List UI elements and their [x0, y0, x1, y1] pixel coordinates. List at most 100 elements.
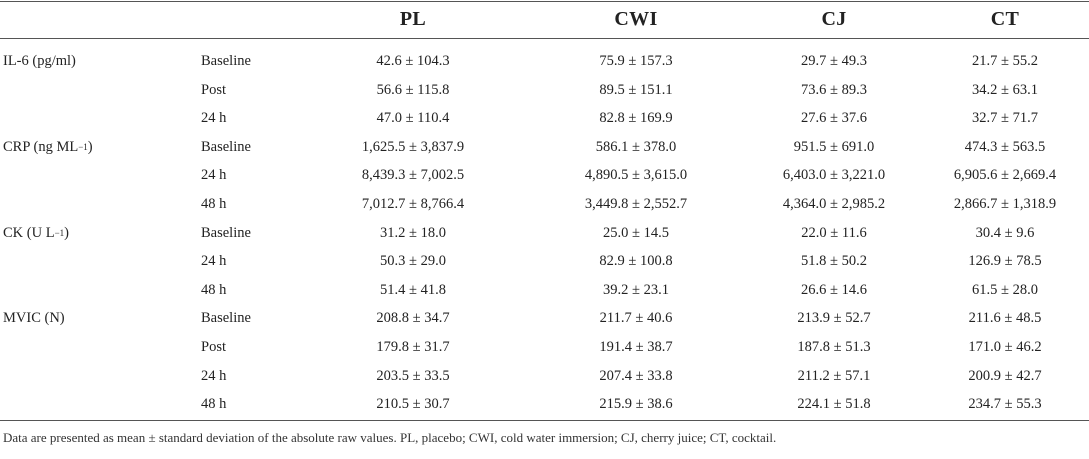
- value-cell-pl: 31.2 ± 18.0: [380, 224, 446, 241]
- table-row: CRP (ng ML −1) Baseline 1,625.5 ± 3,837.9 58…: [0, 133, 1089, 161]
- value-cell-pl: 208.8 ± 34.7: [376, 309, 450, 326]
- value-cell-ct: 2,866.7 ± 1,318.9: [953, 195, 1057, 212]
- row-measure-label: CK (U L −1): [3, 224, 69, 241]
- value-cell-ct: 126.9 ± 78.5: [968, 252, 1042, 269]
- value-cell-cwi: 215.9 ± 38.6: [599, 395, 673, 412]
- row-measure-label: [3, 190, 193, 218]
- value-cell-ct: 30.4 ± 9.6: [975, 224, 1035, 241]
- value-cell-cj: 4,364.0 ± 2,985.2: [782, 195, 886, 212]
- value-cell-ct: 171.0 ± 46.2: [968, 338, 1042, 355]
- value-cell-pl: 56.6 ± 115.8: [376, 81, 450, 98]
- row-measure-label: [3, 104, 193, 132]
- value-cell-cwi: 211.7 ± 40.6: [599, 309, 673, 326]
- value-cell-ct: 6,905.6 ± 2,669.4: [953, 166, 1057, 183]
- table-row: 48 h 210.5 ± 30.7 215.9 ± 38.6 224.1 ± 51.8…: [0, 390, 1089, 418]
- row-measure-label: [3, 362, 193, 390]
- row-timepoint-label: 24 h: [201, 166, 227, 183]
- value-cell-cj: 187.8 ± 51.3: [797, 338, 871, 355]
- row-timepoint-label: Baseline: [201, 52, 251, 69]
- row-timepoint-label: 24 h: [201, 367, 227, 384]
- row-timepoint-label: Post: [201, 81, 226, 98]
- table-row: Post 179.8 ± 31.7 191.4 ± 38.7 187.8 ± 51.3…: [0, 333, 1089, 361]
- value-cell-cwi: 25.0 ± 14.5: [603, 224, 669, 241]
- value-cell-cj: 27.6 ± 37.6: [801, 109, 867, 126]
- value-cell-pl: 203.5 ± 33.5: [376, 367, 450, 384]
- value-cell-cj: 6,403.0 ± 3,221.0: [782, 166, 886, 183]
- row-measure-label: IL-6 (pg/ml): [3, 52, 76, 69]
- row-measure-label: [3, 390, 193, 418]
- value-cell-ct: 32.7 ± 71.7: [972, 109, 1038, 126]
- row-measure-label: [3, 161, 193, 189]
- value-cell-pl: 47.0 ± 110.4: [376, 109, 450, 126]
- row-measure-label: [3, 276, 193, 304]
- value-cell-cj: 213.9 ± 52.7: [797, 309, 871, 326]
- column-header-ct: CT: [990, 7, 1020, 30]
- table-row: 24 h 50.3 ± 29.0 82.9 ± 100.8 51.8 ± 50.2 12…: [0, 247, 1089, 275]
- table-bottom-rule: [0, 420, 1089, 421]
- column-header-cwi: CWI: [614, 7, 658, 30]
- row-measure-label: [3, 247, 193, 275]
- value-cell-pl: 50.3 ± 29.0: [380, 252, 446, 269]
- value-cell-pl: 1,625.5 ± 3,837.9: [361, 138, 465, 155]
- value-cell-ct: 474.3 ± 563.5: [964, 138, 1046, 155]
- table-row: 48 h 51.4 ± 41.8 39.2 ± 23.1 26.6 ± 14.6 61.…: [0, 276, 1089, 304]
- header-rule: [0, 38, 1089, 39]
- value-cell-ct: 61.5 ± 28.0: [972, 281, 1038, 298]
- value-cell-cj: 211.2 ± 57.1: [797, 367, 871, 384]
- value-cell-ct: 21.7 ± 55.2: [972, 52, 1038, 69]
- row-timepoint-label: Post: [201, 338, 226, 355]
- row-timepoint-label: 48 h: [201, 281, 227, 298]
- row-measure-label: [3, 76, 193, 104]
- value-cell-cj: 26.6 ± 14.6: [801, 281, 867, 298]
- row-timepoint-label: 48 h: [201, 195, 227, 212]
- column-header-cj: CJ: [821, 7, 847, 30]
- value-cell-pl: 42.6 ± 104.3: [376, 52, 450, 69]
- value-cell-pl: 179.8 ± 31.7: [376, 338, 450, 355]
- row-timepoint-label: Baseline: [201, 309, 251, 326]
- row-measure-label: MVIC (N): [3, 309, 65, 326]
- value-cell-cwi: 4,890.5 ± 3,615.0: [584, 166, 688, 183]
- table-row: 48 h 7,012.7 ± 8,766.4 3,449.8 ± 2,552.7 4,…: [0, 190, 1089, 218]
- value-cell-pl: 210.5 ± 30.7: [376, 395, 450, 412]
- value-cell-ct: 34.2 ± 63.1: [972, 81, 1038, 98]
- value-cell-cwi: 3,449.8 ± 2,552.7: [584, 195, 688, 212]
- column-header-pl: PL: [399, 7, 427, 30]
- value-cell-ct: 200.9 ± 42.7: [968, 367, 1042, 384]
- value-cell-cwi: 82.9 ± 100.8: [599, 252, 673, 269]
- value-cell-cwi: 89.5 ± 151.1: [599, 81, 673, 98]
- table-row: CK (U L −1) Baseline 31.2 ± 18.0 25.0 ± 14.5…: [0, 219, 1089, 247]
- value-cell-cj: 22.0 ± 11.6: [801, 224, 867, 241]
- row-timepoint-label: Baseline: [201, 138, 251, 155]
- row-measure-label: [3, 333, 193, 361]
- value-cell-cwi: 207.4 ± 33.8: [599, 367, 673, 384]
- table-row: 24 h 203.5 ± 33.5 207.4 ± 33.8 211.2 ± 57.1…: [0, 362, 1089, 390]
- value-cell-pl: 8,439.3 ± 7,002.5: [361, 166, 465, 183]
- value-cell-cj: 51.8 ± 50.2: [801, 252, 867, 269]
- value-cell-cwi: 82.8 ± 169.9: [599, 109, 673, 126]
- value-cell-cwi: 586.1 ± 378.0: [595, 138, 677, 155]
- value-cell-cj: 73.6 ± 89.3: [801, 81, 867, 98]
- row-timepoint-label: 24 h: [201, 109, 227, 126]
- table-row: IL-6 (pg/ml) Baseline 42.6 ± 104.3 75.9 ± 1…: [0, 47, 1089, 75]
- value-cell-pl: 7,012.7 ± 8,766.4: [361, 195, 465, 212]
- value-cell-ct: 211.6 ± 48.5: [968, 309, 1042, 326]
- value-cell-cj: 951.5 ± 691.0: [793, 138, 875, 155]
- value-cell-cwi: 39.2 ± 23.1: [603, 281, 669, 298]
- table-footnote: Data are presented as mean ± standard de…: [3, 430, 777, 445]
- row-timepoint-label: 48 h: [201, 395, 227, 412]
- table-row: MVIC (N) Baseline 208.8 ± 34.7 211.7 ± 40.6…: [0, 304, 1089, 332]
- value-cell-cwi: 191.4 ± 38.7: [599, 338, 673, 355]
- table-top-rule: [0, 1, 1089, 2]
- row-measure-label: CRP (ng ML −1): [3, 138, 93, 155]
- table-row: 24 h 47.0 ± 110.4 82.8 ± 169.9 27.6 ± 37.6 3…: [0, 104, 1089, 132]
- row-timepoint-label: 24 h: [201, 252, 227, 269]
- value-cell-cj: 29.7 ± 49.3: [801, 52, 867, 69]
- value-cell-pl: 51.4 ± 41.8: [380, 281, 446, 298]
- value-cell-ct: 234.7 ± 55.3: [968, 395, 1042, 412]
- row-timepoint-label: Baseline: [201, 224, 251, 241]
- table-row: Post 56.6 ± 115.8 89.5 ± 151.1 73.6 ± 89.3 3…: [0, 76, 1089, 104]
- table-row: 24 h 8,439.3 ± 7,002.5 4,890.5 ± 3,615.0 6,…: [0, 161, 1089, 189]
- value-cell-cwi: 75.9 ± 157.3: [599, 52, 673, 69]
- value-cell-cj: 224.1 ± 51.8: [797, 395, 871, 412]
